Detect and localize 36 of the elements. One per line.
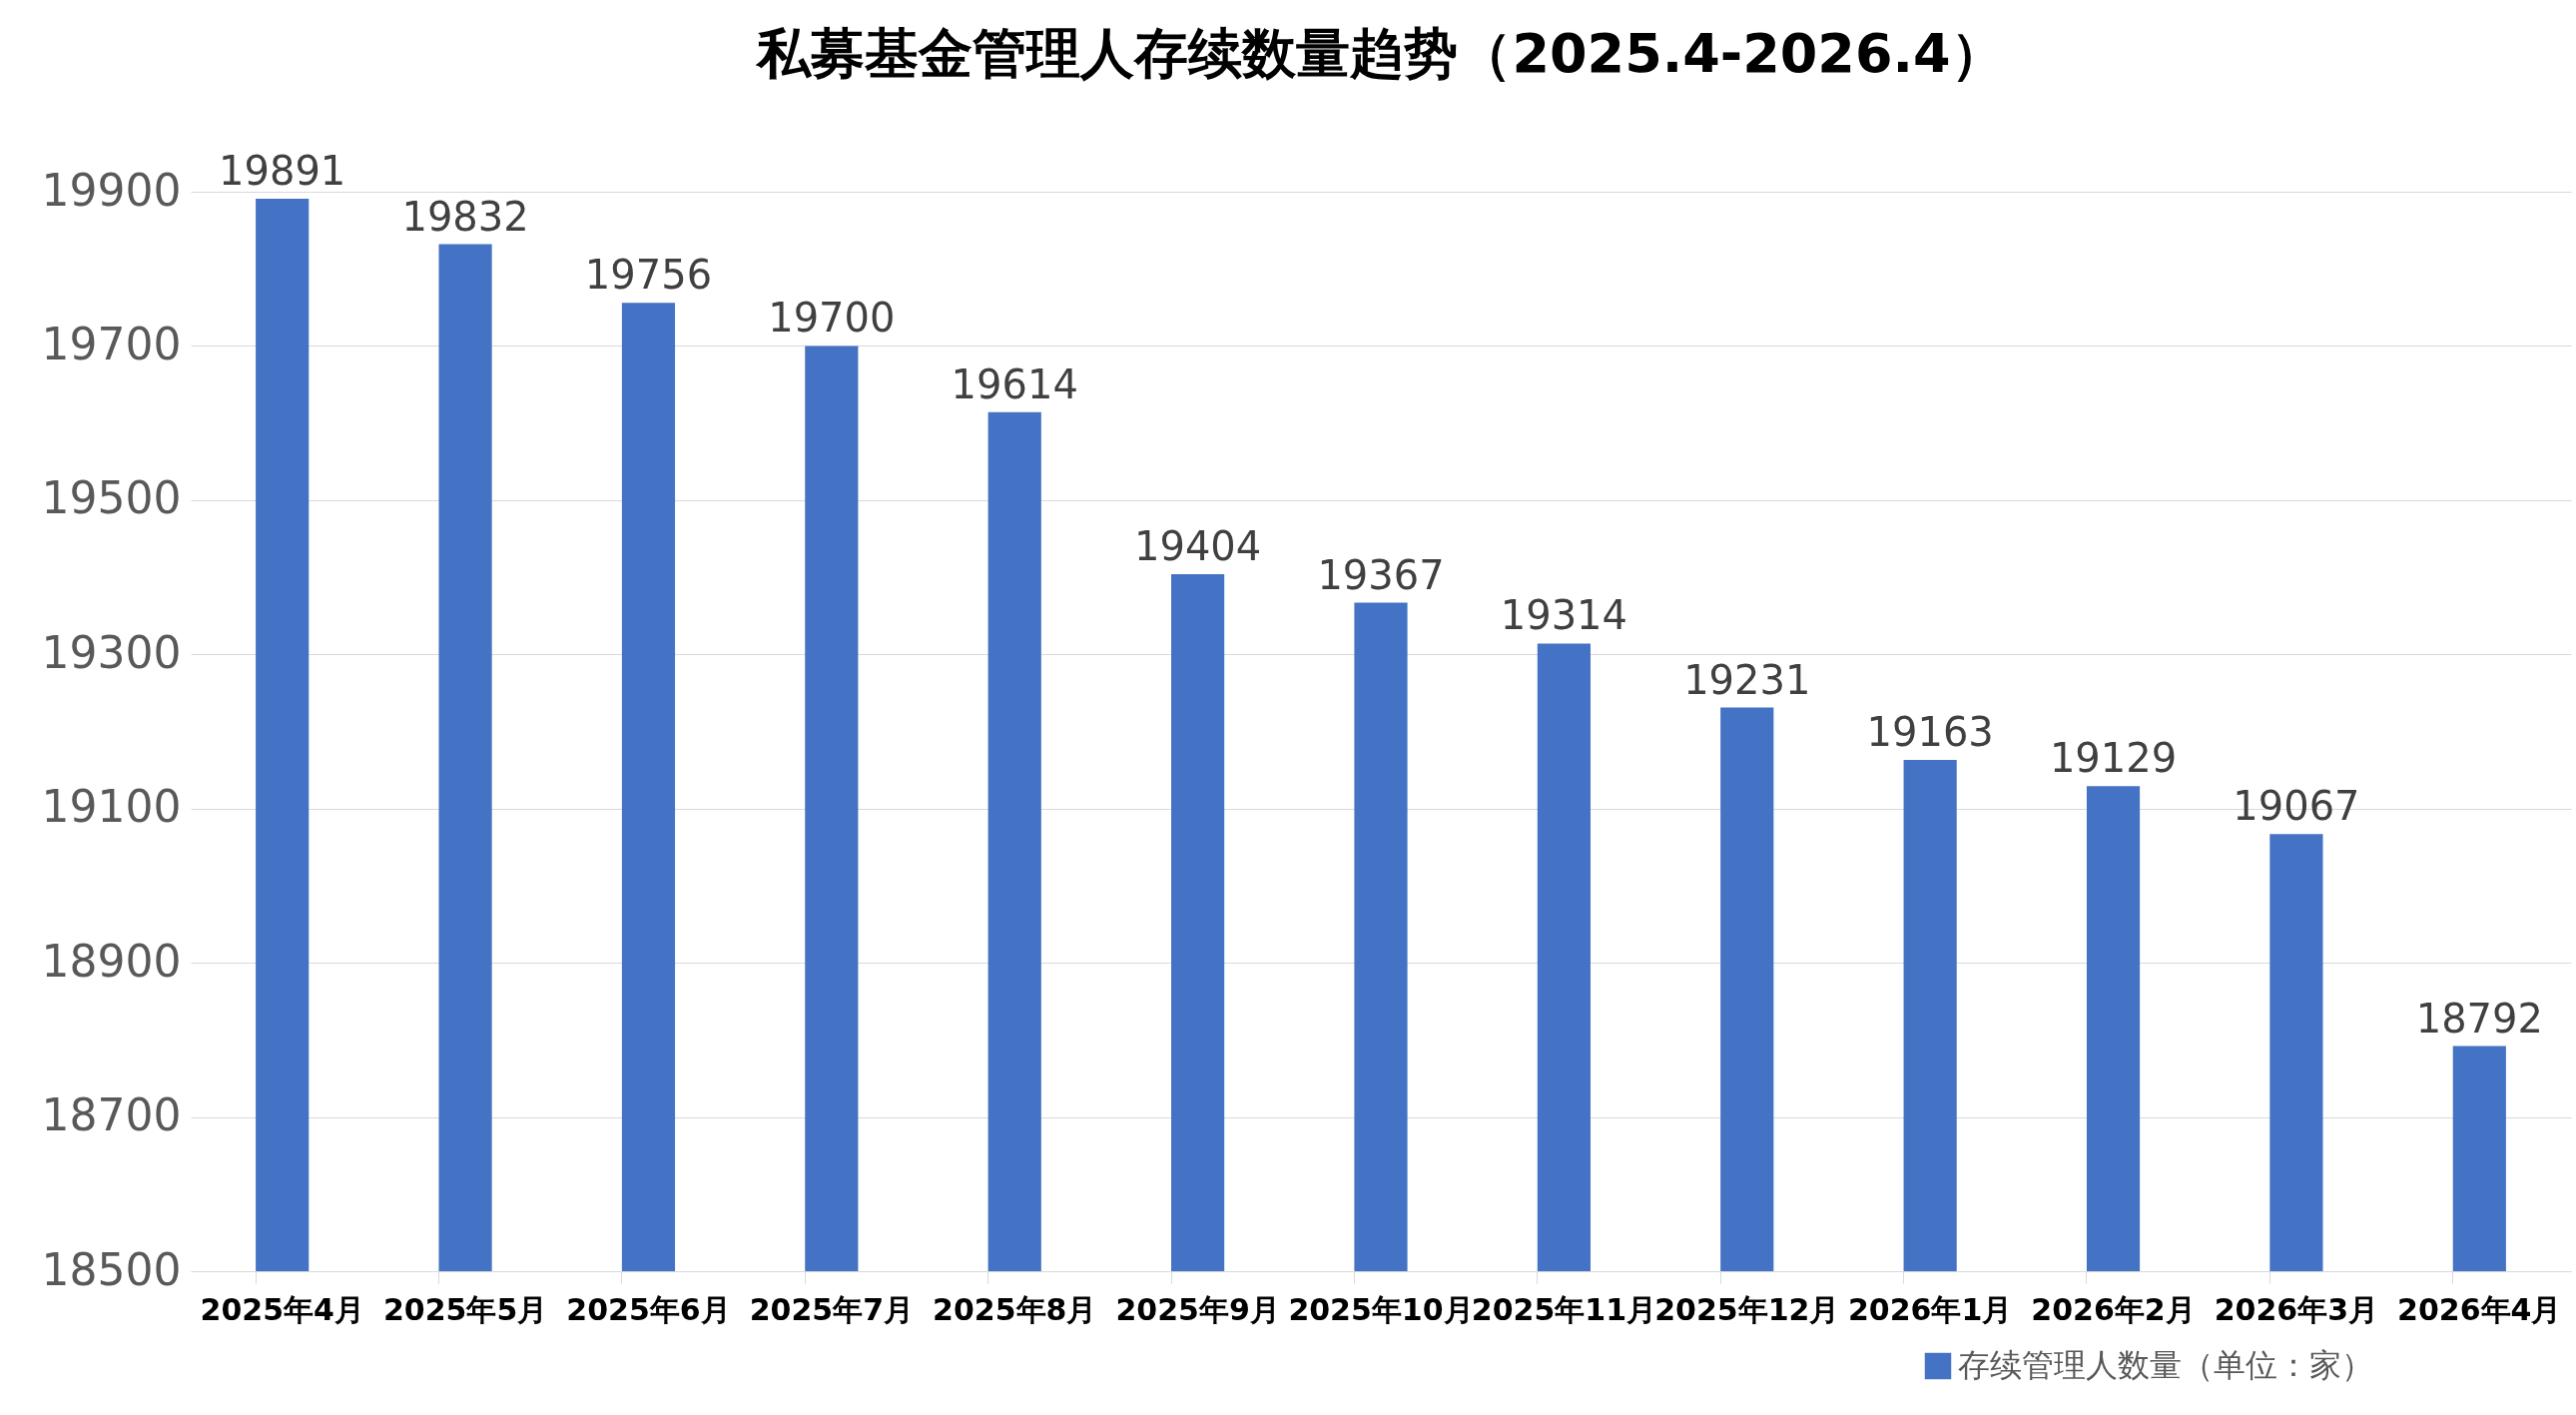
data-label: 19163 — [1866, 709, 1994, 756]
x-tick-label: 2026年2月 — [2031, 1291, 2196, 1327]
x-tick-label: 2025年8月 — [933, 1291, 1097, 1327]
data-label: 19231 — [1683, 656, 1811, 703]
x-tick-label: 2025年11月 — [1471, 1291, 1657, 1327]
y-tick-label: 19100 — [41, 781, 182, 833]
x-tick-label: 2025年7月 — [749, 1291, 915, 1327]
data-label: 19756 — [584, 252, 713, 299]
legend-label: 存续管理人数量（单位：家） — [1958, 1346, 2373, 1384]
x-tick-label: 2025年6月 — [566, 1291, 731, 1327]
data-label: 18792 — [2415, 995, 2543, 1042]
x-tick-label: 2026年3月 — [2214, 1291, 2379, 1327]
y-tick-label: 18700 — [41, 1089, 182, 1141]
x-tick-label: 2025年9月 — [1115, 1291, 1280, 1327]
x-tick-label: 2025年5月 — [382, 1291, 548, 1327]
x-tick-label: 2025年10月 — [1288, 1291, 1474, 1327]
data-label: 19614 — [951, 360, 1078, 407]
y-tick-label: 19300 — [41, 626, 182, 678]
data-label: 19314 — [1500, 592, 1628, 639]
data-label: 19367 — [1317, 551, 1445, 598]
y-tick-label: 19500 — [41, 472, 182, 524]
data-label: 19404 — [1133, 522, 1262, 569]
x-tick-label: 2026年1月 — [1847, 1291, 2013, 1327]
y-tick-label: 18500 — [41, 1243, 182, 1295]
y-tick-label: 19900 — [41, 164, 182, 216]
data-label: 19700 — [768, 295, 896, 342]
chart-title: 私募基金管理人存续数量趋势（2025.4-2026.4） — [755, 21, 2005, 85]
x-tick-label: 2025年12月 — [1654, 1291, 1840, 1327]
y-tick-label: 19700 — [41, 318, 182, 369]
data-label: 19832 — [401, 193, 529, 240]
data-label: 19129 — [2049, 735, 2178, 782]
y-tick-label: 18900 — [41, 935, 182, 987]
x-tick-label: 2026年4月 — [2397, 1291, 2562, 1327]
data-label: 19891 — [219, 147, 346, 194]
data-label: 19067 — [2233, 783, 2360, 830]
x-tick-label: 2025年4月 — [200, 1291, 364, 1327]
